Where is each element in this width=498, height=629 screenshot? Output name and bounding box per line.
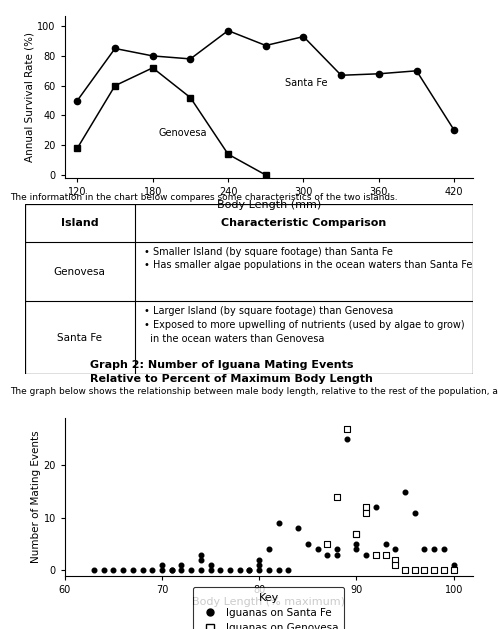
Point: [265, 544, 273, 554]
Point: [197, 555, 205, 565]
Point: [207, 565, 215, 576]
Point: [401, 565, 409, 576]
Text: Santa Fe: Santa Fe: [57, 333, 102, 343]
Point: [372, 550, 380, 560]
Point: [343, 424, 351, 434]
Text: Characteristic Comparison: Characteristic Comparison: [221, 218, 386, 228]
Text: The graph below shows the relationship between male body length, relative to the: The graph below shows the relationship b…: [10, 387, 498, 396]
Point: [450, 565, 458, 576]
Point: [216, 565, 224, 576]
Point: [353, 544, 361, 554]
Point: [129, 565, 137, 576]
Point: [333, 492, 341, 502]
Point: [323, 539, 331, 549]
Point: [168, 565, 176, 576]
Text: The information in the chart below compares some characteristics of the two isla: The information in the chart below compa…: [10, 193, 397, 202]
Point: [440, 544, 448, 554]
Point: [314, 544, 322, 554]
Point: [275, 565, 283, 576]
Point: [275, 518, 283, 528]
Point: [236, 565, 244, 576]
Point: [187, 565, 195, 576]
Point: [381, 539, 389, 549]
Point: [430, 544, 438, 554]
Point: [391, 544, 399, 554]
Point: [450, 565, 458, 576]
Point: [90, 565, 98, 576]
Point: [197, 550, 205, 560]
Point: [294, 523, 302, 533]
Point: [420, 565, 428, 576]
Point: [255, 560, 263, 570]
Point: [353, 528, 361, 538]
Point: [372, 503, 380, 513]
Text: Graph 2: Number of Iguana Mating Events
Relative to Percent of Maximum Body Leng: Graph 2: Number of Iguana Mating Events …: [90, 360, 373, 384]
Point: [333, 550, 341, 560]
Text: • Smaller Island (by square footage) than Santa Fe
• Has smaller algae populatio: • Smaller Island (by square footage) tha…: [144, 247, 472, 270]
Point: [168, 565, 176, 576]
Point: [353, 539, 361, 549]
Y-axis label: Annual Survival Rate (%): Annual Survival Rate (%): [24, 32, 34, 162]
Point: [391, 560, 399, 570]
Point: [362, 550, 370, 560]
Point: [110, 565, 118, 576]
Point: [177, 560, 185, 570]
Point: [323, 550, 331, 560]
X-axis label: Body Length (mm): Body Length (mm): [217, 200, 321, 210]
Point: [440, 565, 448, 576]
Point: [158, 560, 166, 570]
Point: [401, 487, 409, 497]
Point: [138, 565, 146, 576]
Point: [353, 528, 361, 538]
Point: [284, 565, 292, 576]
X-axis label: Body Length (% maximum): Body Length (% maximum): [192, 598, 346, 608]
Point: [362, 508, 370, 518]
Point: [391, 555, 399, 565]
Point: [197, 565, 205, 576]
Point: [430, 565, 438, 576]
Text: Genovesa: Genovesa: [159, 128, 208, 138]
Point: [148, 565, 156, 576]
Point: [343, 434, 351, 444]
Legend: Iguanas on Santa Fe, Iguanas on Genovesa: Iguanas on Santa Fe, Iguanas on Genovesa: [193, 587, 345, 629]
Point: [246, 565, 253, 576]
Text: Island: Island: [61, 218, 99, 228]
Point: [420, 544, 428, 554]
Point: [158, 565, 166, 576]
Point: [333, 544, 341, 554]
Point: [381, 550, 389, 560]
Text: Santa Fe: Santa Fe: [285, 78, 327, 87]
Point: [411, 508, 419, 518]
Point: [246, 565, 253, 576]
Point: [450, 560, 458, 570]
Point: [100, 565, 108, 576]
Point: [207, 560, 215, 570]
Point: [255, 565, 263, 576]
Point: [255, 555, 263, 565]
Text: Genovesa: Genovesa: [54, 267, 106, 277]
Point: [119, 565, 127, 576]
Point: [304, 539, 312, 549]
Point: [265, 565, 273, 576]
Point: [226, 565, 234, 576]
Point: [177, 565, 185, 576]
Text: • Larger Island (by square footage) than Genovesa
• Exposed to more upwelling of: • Larger Island (by square footage) than…: [144, 306, 464, 343]
Point: [411, 565, 419, 576]
Point: [362, 503, 370, 513]
Y-axis label: Number of Mating Events: Number of Mating Events: [30, 431, 40, 563]
Point: [362, 508, 370, 518]
